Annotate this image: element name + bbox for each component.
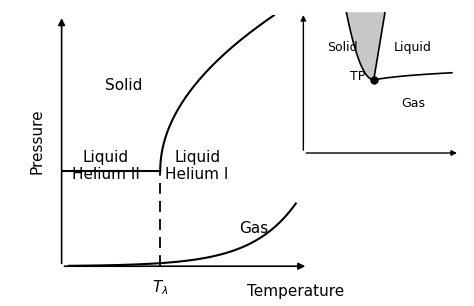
Text: Gas: Gas — [401, 97, 425, 110]
Text: Pressure: Pressure — [29, 108, 45, 174]
Text: Solid: Solid — [105, 78, 142, 93]
Polygon shape — [303, 12, 385, 80]
Text: TP: TP — [350, 70, 365, 84]
Text: Solid: Solid — [327, 41, 358, 54]
Text: Liquid
Helium II: Liquid Helium II — [72, 150, 140, 182]
Text: Liquid
Helium I: Liquid Helium I — [165, 150, 229, 182]
Text: Liquid: Liquid — [394, 41, 432, 54]
Text: Gas: Gas — [239, 221, 268, 236]
Text: $T_\lambda$: $T_\lambda$ — [152, 279, 168, 297]
Text: Temperature: Temperature — [247, 284, 345, 299]
